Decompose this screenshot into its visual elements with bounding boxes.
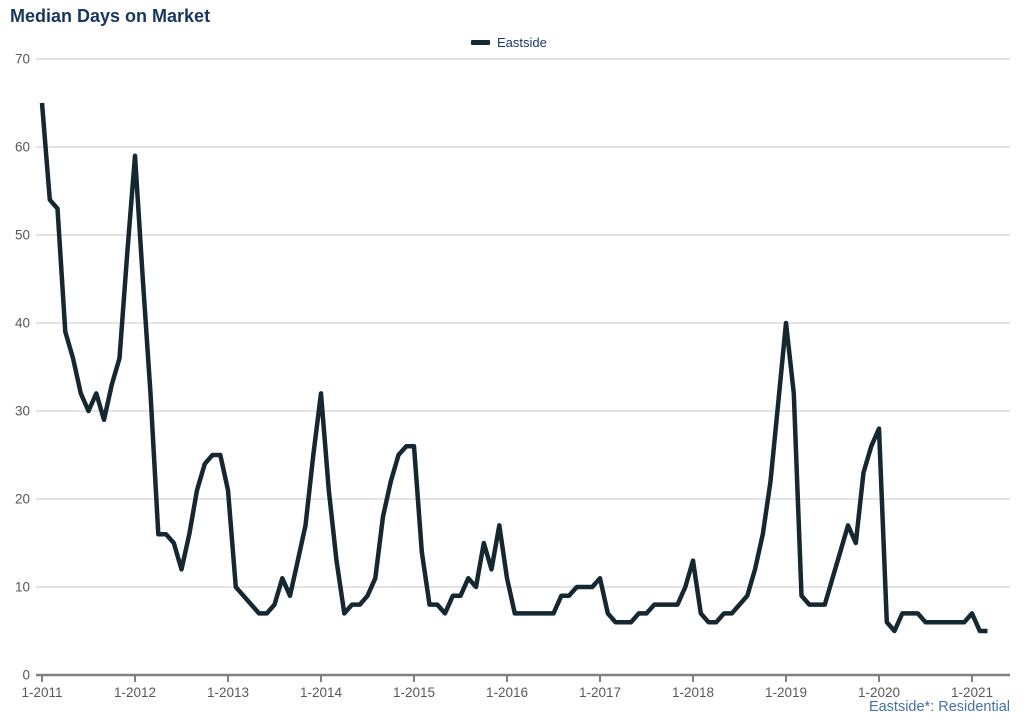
x-axis-tick-label: 1-2014 <box>300 685 343 700</box>
y-axis-tick-label: 70 <box>15 52 30 67</box>
x-axis-tick-label: 1-2019 <box>765 685 807 700</box>
chart-title: Median Days on Market <box>10 6 211 26</box>
y-axis-tick-label: 20 <box>15 492 30 507</box>
x-axis-tick-label: 1-2021 <box>951 685 993 700</box>
y-axis-tick-label: 60 <box>15 140 30 155</box>
legend-label: Eastside <box>497 35 547 50</box>
eastside-series-line <box>39 102 988 634</box>
x-axis-tick-label: 1-2017 <box>579 685 621 700</box>
x-axis-tick-label: 1-2016 <box>486 685 528 700</box>
footer-note: Eastside*: Residential <box>868 699 1010 715</box>
x-axis-tick-label: 1-2020 <box>858 685 900 700</box>
y-axis-tick-label: 40 <box>15 316 30 331</box>
x-axis-tick-label: 1-2015 <box>393 685 435 700</box>
y-axis-tick-label: 50 <box>15 228 30 243</box>
y-axis-tick-label: 0 <box>22 668 30 683</box>
y-axis-tick-label: 10 <box>15 580 30 595</box>
legend-line-swatch-icon <box>471 40 490 45</box>
x-axis-tick-label: 1-2011 <box>21 685 62 700</box>
x-axis-tick-label: 1-2013 <box>207 685 249 700</box>
x-axis-tick-label: 1-2018 <box>672 685 714 700</box>
legend: Eastside <box>471 35 547 50</box>
y-axis-tick-label: 30 <box>15 404 30 419</box>
x-axis-tick-label: 1-2012 <box>114 685 156 700</box>
